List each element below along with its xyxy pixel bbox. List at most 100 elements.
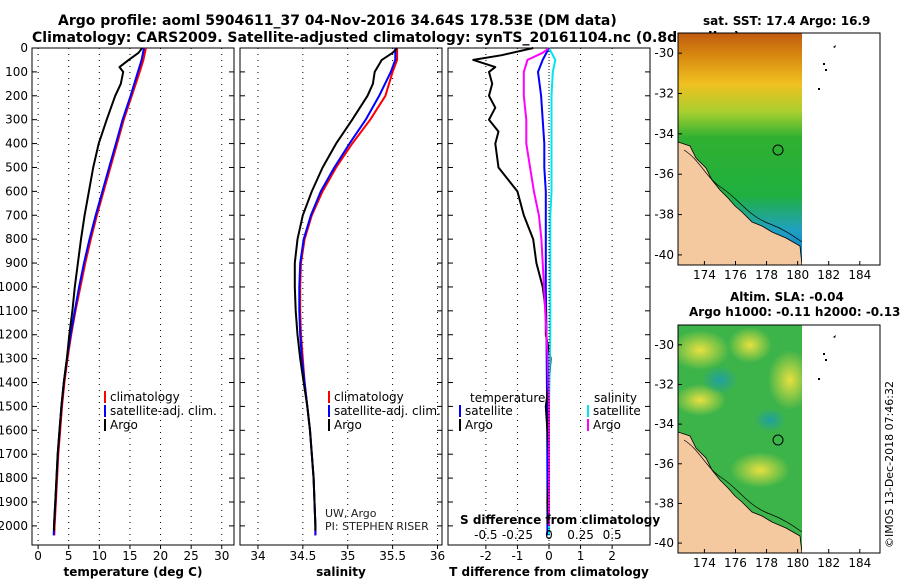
secondary-tick-label: -0.5 <box>474 528 497 542</box>
lon-tick-label: 182 <box>817 268 840 282</box>
lat-tick-label: -36 <box>654 457 674 471</box>
y-tick-label: 0 <box>20 41 28 55</box>
coastline-contour <box>683 149 802 243</box>
lat-tick-label: -30 <box>654 46 674 60</box>
y-tick-label: 900 <box>5 256 28 270</box>
lat-tick-label: -38 <box>654 208 674 222</box>
legend-label-s-argo: Argo <box>593 418 621 432</box>
legend-heading-salinity: salinity <box>594 391 637 405</box>
x-tick-label: 25 <box>184 549 199 563</box>
series-temperature-argo <box>472 47 552 526</box>
lon-tick-label: 182 <box>817 556 840 570</box>
lon-tick-label: 178 <box>755 268 778 282</box>
difference-panel: -2 -1 0 1 2 T difference from climatology <box>447 47 651 579</box>
legend-swatch-satellite <box>328 405 330 417</box>
imos-timestamp: ©IMOS 13-Dec-2018 07:46:32 <box>883 381 896 548</box>
x-tick-label: 5 <box>65 549 73 563</box>
x-tick-label: 30 <box>214 549 229 563</box>
lat-tick-label: -32 <box>654 87 674 101</box>
sla-map: 174 176 178 180 182 184 -30 -32 -34 -36 -38 -40 <box>654 324 881 570</box>
x-axis-label: T difference from climatology <box>449 565 649 579</box>
sla-map-frame <box>677 324 881 554</box>
legend-label-climatology: climatology <box>334 390 404 404</box>
legend-swatch-t-argo <box>459 419 461 431</box>
secondary-axis-ticks: -0.5 -0.25 0 0.25 0.5 <box>474 528 622 542</box>
sst-map-frame <box>677 32 881 266</box>
y-tick-label: 1600 <box>0 423 28 437</box>
series-argo <box>53 47 143 531</box>
y-tick-label: 700 <box>5 208 28 222</box>
temperature-legend: climatology satellite-adj. clim. Argo <box>104 390 217 432</box>
islands <box>818 335 836 380</box>
lat-tick-label: -34 <box>654 417 674 431</box>
lon-tick-label: 176 <box>724 556 747 570</box>
legend-label-satellite: satellite-adj. clim. <box>334 404 441 418</box>
lat-tick-label: -40 <box>654 248 674 262</box>
series-argo <box>293 47 398 531</box>
sla-map-nodata <box>802 325 880 553</box>
x-tick-label: 20 <box>153 549 168 563</box>
legend-label-argo: Argo <box>334 418 362 432</box>
sst-map-axis-ticks: 174 176 178 180 182 184 -30 -32 -34 -36 -38 -40 <box>654 46 871 282</box>
bottom-map-title-2: Argo h1000: -0.11 h2000: -0.13 <box>689 305 900 319</box>
lon-tick-label: 180 <box>786 556 809 570</box>
lon-tick-label: 180 <box>786 268 809 282</box>
plot-frame <box>31 47 235 546</box>
lon-tick-label: 184 <box>848 268 871 282</box>
legend-label-argo: Argo <box>110 418 138 432</box>
secondary-tick-label: 0.25 <box>567 528 594 542</box>
x-axis-label: temperature (deg C) <box>64 565 203 579</box>
y-tick-label: 1300 <box>0 352 28 366</box>
legend-label-s-satellite: satellite <box>593 404 641 418</box>
float-position-marker <box>772 434 784 446</box>
legend-swatch-argo <box>104 419 106 431</box>
x-tick-label: 0 <box>34 549 42 563</box>
coastline-contour <box>683 439 802 533</box>
float-position-marker <box>772 144 784 156</box>
lon-tick-label: 178 <box>755 556 778 570</box>
temperature-panel: 0 5 10 15 20 25 30 temperature (deg C) <box>31 47 235 579</box>
secondary-tick-label: 0 <box>545 528 553 542</box>
y-tick-label: 2000 <box>0 519 28 533</box>
y-tick-label: 600 <box>5 184 28 198</box>
lon-tick-label: 174 <box>693 268 716 282</box>
land-new-zealand <box>678 431 802 553</box>
secondary-tick-label: 0.5 <box>603 528 622 542</box>
x-tick-label: 1 <box>577 549 585 563</box>
lat-tick-label: -30 <box>654 338 674 352</box>
islands <box>818 45 836 90</box>
credit-pi: PI: STEPHEN RISER <box>325 520 429 533</box>
x-tick-label: 34 <box>250 549 265 563</box>
y-tick-label: 400 <box>5 137 28 151</box>
difference-legend: temperature satellite Argo salinity sate… <box>459 391 641 432</box>
y-tick-label: 100 <box>5 65 28 79</box>
figure-title-line2: Climatology: CARS2009. Satellite-adjuste… <box>32 30 740 46</box>
lat-tick-label: -36 <box>654 167 674 181</box>
y-tick-label: 1100 <box>0 304 28 318</box>
x-tick-label: 0 <box>545 549 553 563</box>
x-axis-label: salinity <box>316 565 366 579</box>
salinity-legend: climatology satellite-adj. clim. Argo <box>328 390 441 432</box>
lon-tick-label: 184 <box>848 556 871 570</box>
figure-title-line1: Argo profile: aoml 5904611_37 04-Nov-201… <box>58 13 617 29</box>
y-tick-label: 1200 <box>0 328 28 342</box>
lon-tick-label: 174 <box>693 556 716 570</box>
land-new-zealand <box>678 141 802 265</box>
top-map-title: sat. SST: 17.4 Argo: 16.9 <box>703 14 870 28</box>
series-salinity-argo <box>522 47 550 526</box>
plot-frame <box>239 47 443 546</box>
lon-tick-label: 176 <box>724 268 747 282</box>
x-tick-label: 36 <box>430 549 445 563</box>
legend-swatch-satellite <box>104 405 106 417</box>
depth-axis-labels: 0 100 200 300 400 500 600 700 800 900 1000 1100 1200… <box>0 41 28 533</box>
legend-swatch-s-argo <box>587 419 589 431</box>
legend-label-t-satellite: satellite <box>465 404 513 418</box>
y-tick-label: 1700 <box>0 447 28 461</box>
x-tick-label: -1 <box>511 549 523 563</box>
credit-uw: UW, Argo <box>325 507 377 520</box>
sla-map-axis-ticks: 174 176 178 180 182 184 -30 -32 -34 -36 -38 -40 <box>654 338 871 570</box>
legend-heading-temperature: temperature <box>470 391 545 405</box>
x-tick-label: 2 <box>608 549 616 563</box>
y-tick-label: 300 <box>5 113 28 127</box>
